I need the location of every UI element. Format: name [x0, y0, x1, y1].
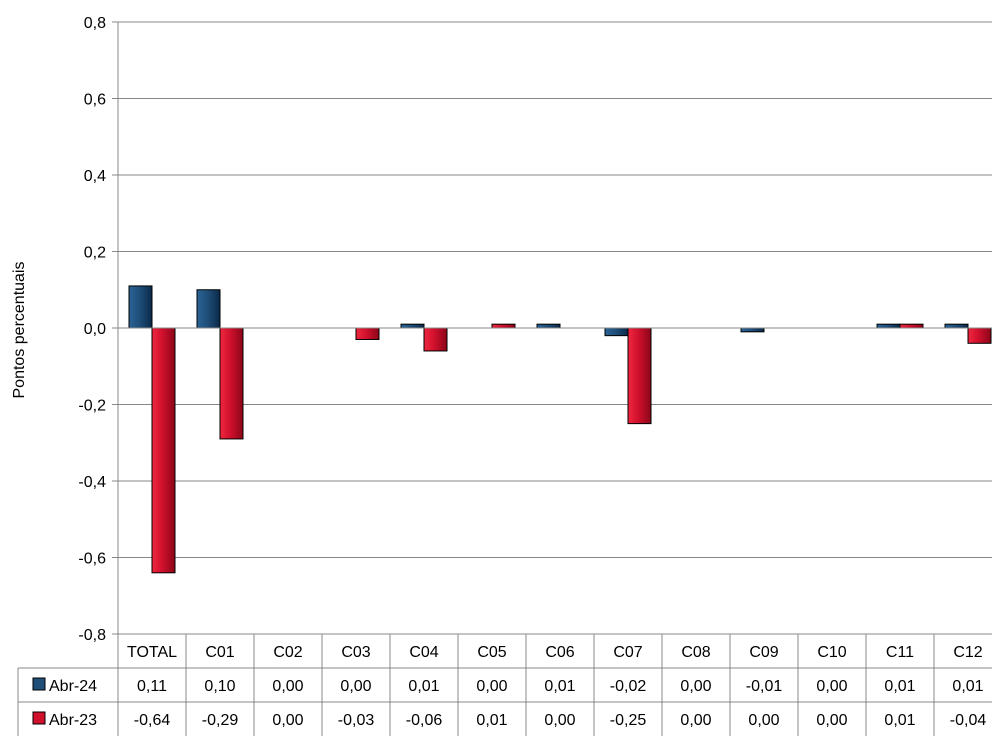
- data-label: 0,00: [340, 678, 371, 695]
- category-label: C05: [477, 644, 506, 661]
- bars: [128, 285, 992, 574]
- data-label: -0,25: [610, 712, 647, 729]
- data-label: 0,00: [544, 712, 575, 729]
- axes: [117, 22, 992, 634]
- bar-abr-24-c07: [604, 327, 629, 337]
- y-tick-label: 0,8: [84, 15, 106, 32]
- bar-abr-23-c04: [423, 327, 448, 352]
- category-label: C12: [953, 644, 982, 661]
- data-label: 0,00: [816, 712, 847, 729]
- legend-swatch-abr-24: [32, 677, 46, 691]
- data-label: 0,10: [204, 678, 235, 695]
- data-label: 0,01: [884, 712, 915, 729]
- bar-abr-24-c11: [876, 323, 901, 329]
- category-label: TOTAL: [127, 644, 177, 661]
- data-label: 0,00: [272, 712, 303, 729]
- y-tick-label: -0,8: [78, 627, 106, 644]
- y-tick-label: -0,6: [78, 551, 106, 568]
- data-label: -0,06: [406, 712, 443, 729]
- y-tick-label: 0,4: [84, 168, 106, 185]
- y-axis-label: Pontos percentuais: [11, 262, 28, 399]
- bar-abr-23-c05: [491, 323, 516, 329]
- bar-abr-24-c09: [740, 327, 765, 333]
- y-tick-label: 0,6: [84, 92, 106, 109]
- data-label: -0,01: [746, 678, 783, 695]
- data-label: -0,03: [338, 712, 375, 729]
- legend-label: Abr-24: [49, 678, 97, 695]
- category-label: C08: [681, 644, 710, 661]
- bar-abr-23-c07: [627, 327, 652, 425]
- bar-abr-23-c03: [355, 327, 380, 340]
- data-label: 0,00: [748, 712, 779, 729]
- data-label: -0,04: [950, 712, 987, 729]
- data-label: -0,29: [202, 712, 239, 729]
- bar-abr-24-total: [128, 285, 153, 329]
- data-label: 0,00: [816, 678, 847, 695]
- data-label: 0,01: [952, 678, 983, 695]
- y-tick-label: -0,4: [78, 474, 106, 491]
- gridlines: [118, 21, 992, 558]
- data-label: 0,00: [680, 678, 711, 695]
- data-label: 0,00: [476, 678, 507, 695]
- legend-swatch-abr-23: [32, 711, 46, 725]
- category-label: C03: [341, 644, 370, 661]
- bar-abr-24-c01: [196, 289, 221, 329]
- y-tick-label: 0,2: [84, 245, 106, 262]
- bar-abr-23-c12: [967, 327, 992, 344]
- bar-abr-24-c12: [944, 323, 969, 329]
- category-label: C04: [409, 644, 438, 661]
- bar-abr-23-total: [151, 327, 176, 574]
- bar-abr-24-c04: [400, 323, 425, 329]
- category-label: C02: [273, 644, 302, 661]
- data-label: 0,00: [272, 678, 303, 695]
- data-label: 0,01: [408, 678, 439, 695]
- category-label: C06: [545, 644, 574, 661]
- bar-abr-24-c06: [536, 323, 561, 329]
- bar-abr-23-c11: [899, 323, 924, 329]
- category-label: C09: [749, 644, 778, 661]
- bar-abr-23-c01: [219, 327, 244, 440]
- category-label: C10: [817, 644, 846, 661]
- data-table: TOTAL C01 C02 C03 C04 C05 C06 C07 C08 C09 C10 C11 C1…: [17, 633, 992, 736]
- data-label: 0,00: [680, 712, 711, 729]
- data-label: 0,01: [544, 678, 575, 695]
- data-label: 0,01: [884, 678, 915, 695]
- data-label: -0,02: [610, 678, 647, 695]
- y-axis-ticks: 0,8 0,6 0,4 0,2 0,0 -0,2 -0,4 -0,6 -0,8: [78, 15, 118, 644]
- category-label: C01: [205, 644, 234, 661]
- data-label: 0,01: [476, 712, 507, 729]
- category-label: C07: [613, 644, 642, 661]
- y-tick-label: -0,2: [78, 398, 106, 415]
- y-tick-label: 0,0: [84, 321, 106, 338]
- category-label: C11: [886, 644, 914, 661]
- data-label: 0,11: [137, 678, 167, 695]
- data-label: -0,64: [134, 712, 171, 729]
- legend-label: Abr-23: [49, 712, 97, 729]
